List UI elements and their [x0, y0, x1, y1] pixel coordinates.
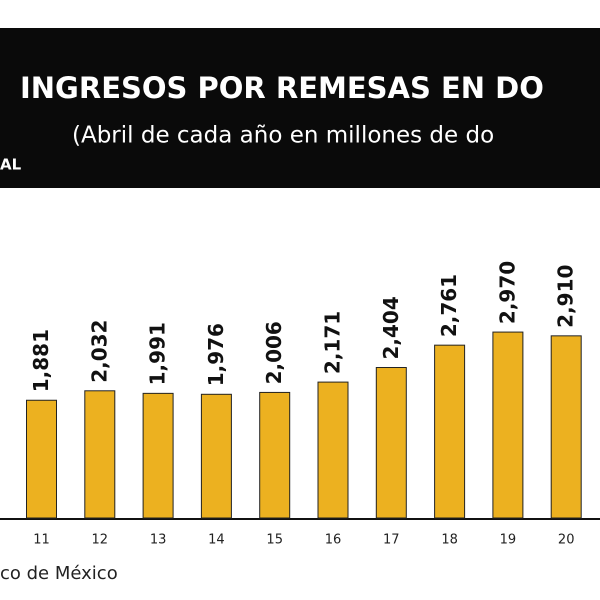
bar — [434, 344, 466, 519]
header-band — [0, 28, 600, 188]
chart-title: INGRESOS POR REMESAS EN DO — [20, 71, 544, 105]
value-label: 2,171 — [321, 311, 345, 374]
x-tick-label: 12 — [92, 533, 109, 548]
bar — [259, 391, 291, 519]
value-label: 2,910 — [554, 265, 578, 328]
logo-text: AL — [0, 156, 22, 174]
bar — [84, 390, 116, 519]
x-tick-label: 18 — [441, 533, 458, 548]
value-label: 1,991 — [146, 322, 170, 385]
x-tick-label: 15 — [266, 533, 283, 548]
bar — [492, 331, 524, 519]
value-label: 2,006 — [262, 321, 286, 384]
value-label: 1,976 — [204, 323, 228, 386]
bar — [200, 393, 232, 519]
x-tick-label: 20 — [558, 533, 575, 548]
bar — [550, 335, 582, 519]
value-label: 2,032 — [87, 320, 111, 383]
bar — [317, 381, 349, 519]
bar — [26, 399, 57, 519]
bar — [142, 392, 174, 519]
value-label: 2,404 — [379, 296, 403, 359]
source: co de México — [0, 563, 118, 584]
x-tick-label: 14 — [208, 533, 225, 548]
x-tick-label: 17 — [383, 533, 400, 548]
x-tick-label: 11 — [33, 533, 50, 548]
chart-subtitle: (Abril de cada año en millones de do — [72, 123, 494, 149]
x-tick-label: 13 — [150, 533, 167, 548]
x-tick-label: 16 — [325, 533, 342, 548]
value-label: 1,881 — [29, 329, 53, 392]
value-label: 2,761 — [437, 274, 461, 337]
bar — [375, 367, 407, 519]
value-label: 2,970 — [495, 261, 519, 324]
x-tick-label: 19 — [500, 533, 517, 548]
